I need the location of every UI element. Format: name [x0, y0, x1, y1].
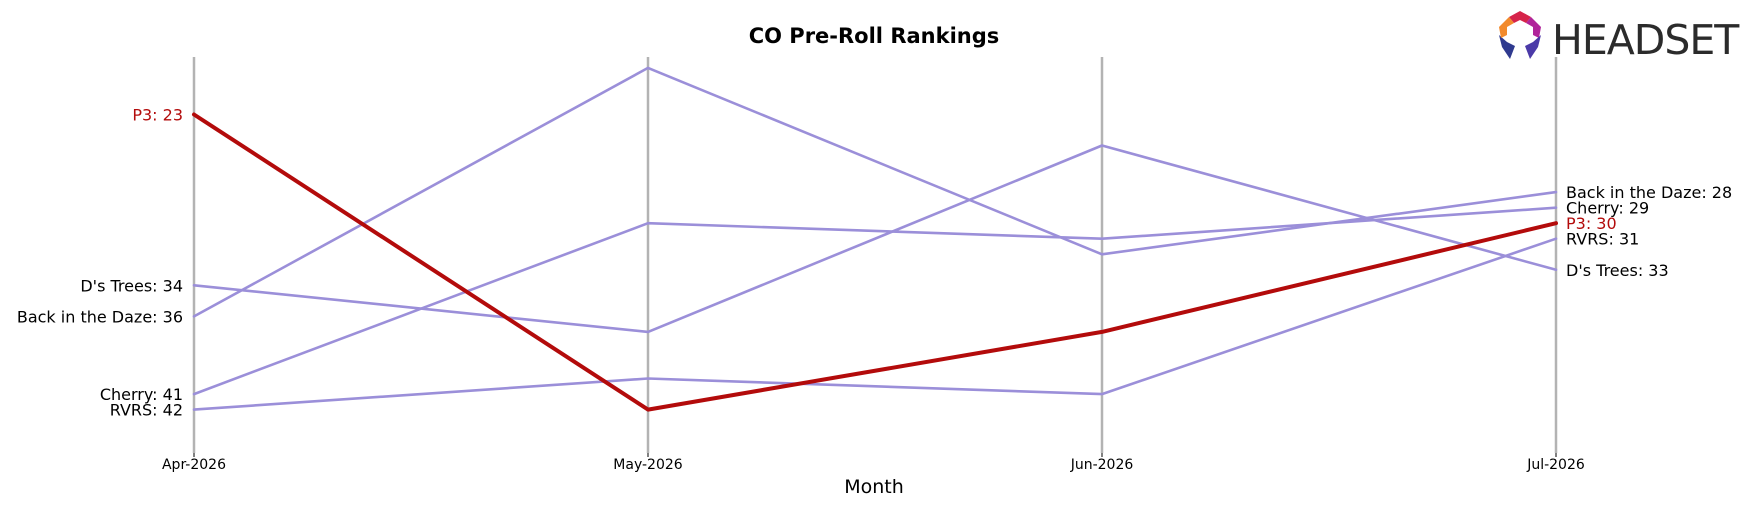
- series-line-d-s-trees: [192, 144, 1558, 334]
- end-label-cherry: Cherry: 29: [1566, 199, 1649, 218]
- headset-logo: HEADSET: [1499, 11, 1741, 64]
- headset-logo-text: HEADSET: [1552, 16, 1740, 64]
- start-label-d-s-trees: D's Trees: 34: [80, 276, 183, 295]
- headset-logo-mark: [1499, 11, 1541, 59]
- series-lines: [192, 66, 1558, 412]
- chart-title: CO Pre-Roll Rankings: [749, 24, 1000, 48]
- end-label-rvrs: RVRS: 31: [1566, 230, 1639, 249]
- x-tick-label-Apr-2026: Apr-2026: [162, 457, 226, 473]
- x-tick-label-May-2026: May-2026: [613, 457, 682, 473]
- gridlines: [192, 57, 1558, 453]
- series-line-p3: [192, 112, 1558, 412]
- x-axis-ticks: Apr-2026 May-2026 Jun-2026 Jul-2026: [162, 453, 1585, 473]
- end-label-d-s-trees: D's Trees: 33: [1566, 261, 1669, 280]
- x-tick-label-Jun-2026: Jun-2026: [1070, 457, 1134, 473]
- start-label-back-in-the-daze: Back in the Daze: 36: [17, 307, 183, 326]
- end-label-p3: P3: 30: [1566, 214, 1617, 233]
- start-label-rvrs: RVRS: 42: [110, 401, 183, 420]
- x-tick-label-Jul-2026: Jul-2026: [1526, 457, 1585, 473]
- start-label-cherry: Cherry: 41: [100, 385, 183, 404]
- series-line-back-in-the-daze: [192, 66, 1558, 318]
- series-line-rvrs: [192, 237, 1558, 411]
- series-line-cherry: [192, 206, 1558, 396]
- series-labels: P3: 23 P3: 30 D's Trees: 34 D's Trees: 33 Ba…: [17, 105, 1732, 419]
- x-axis-label: Month: [844, 476, 904, 498]
- end-label-back-in-the-daze: Back in the Daze: 28: [1566, 183, 1732, 202]
- start-label-p3: P3: 23: [132, 105, 183, 124]
